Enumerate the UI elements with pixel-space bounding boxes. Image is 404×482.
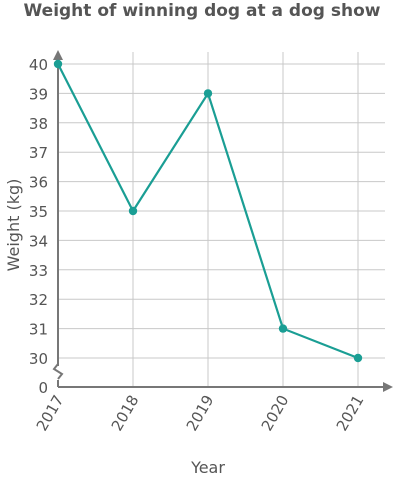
chart-title: Weight of winning dog at a dog show: [23, 1, 381, 21]
x-tick-label: 2017: [33, 392, 68, 434]
x-axis-arrow: [383, 382, 393, 392]
y-axis-arrow: [53, 50, 63, 60]
data-point[interactable]: [353, 353, 363, 363]
x-axis-title: Year: [190, 458, 225, 477]
y-tick-label: 35: [29, 203, 48, 221]
x-tick-label: 2020: [258, 392, 293, 434]
data-point[interactable]: [203, 89, 213, 98]
y-tick-label: 33: [29, 262, 48, 280]
y-tick-label: 32: [29, 291, 48, 309]
y-tick-label: 38: [29, 115, 48, 133]
x-tick-label: 2019: [183, 392, 218, 434]
axis-break-icon: [52, 363, 64, 380]
tick-labels: 0 30 31 32 33 34 35 36 37 38 39 40 2017 2018 2019 2020 2…: [29, 56, 368, 434]
y-tick-label: 31: [29, 321, 48, 339]
data-point[interactable]: [53, 59, 63, 69]
data-point[interactable]: [128, 206, 138, 216]
axis-break-mask: [53, 366, 63, 380]
data-point[interactable]: [278, 324, 288, 333]
y-tick-label: 36: [29, 174, 48, 192]
y-tick-label: 0: [38, 379, 48, 397]
y-tick-label: 37: [29, 144, 48, 162]
x-tick-label: 2021: [333, 392, 368, 434]
axes: [52, 50, 393, 392]
y-tick-label: 34: [29, 232, 48, 250]
x-tick-label: 2018: [108, 392, 143, 434]
y-tick-label: 39: [29, 85, 48, 103]
grid: [58, 52, 385, 387]
series: [53, 59, 363, 363]
y-tick-label: 40: [29, 56, 48, 74]
y-axis-title: Weight (kg): [4, 179, 23, 272]
y-tick-label: 30: [29, 350, 48, 368]
